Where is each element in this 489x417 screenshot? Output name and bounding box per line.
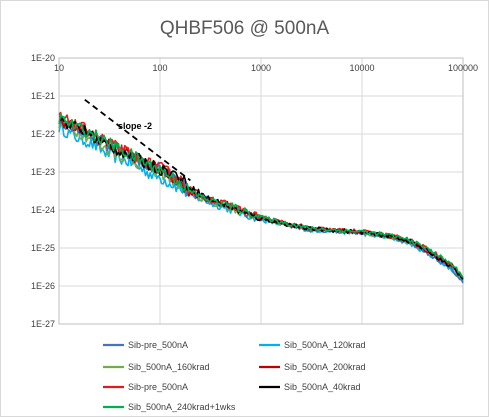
slope-line: [84, 98, 191, 182]
legend-label: Sib_500nA_240krad+1wks: [128, 402, 236, 412]
series-line: [58, 113, 464, 278]
x-tick-label: 10000: [349, 63, 374, 73]
x-tick-label: 1000: [251, 63, 271, 73]
y-tick-label: 1E-24: [31, 205, 55, 215]
y-tick-label: 1E-25: [31, 243, 55, 253]
legend-label: Sib_500nA_160krad: [128, 362, 210, 372]
y-tick-label: 1E-21: [31, 91, 55, 101]
y-tick-label: 1E-26: [31, 281, 55, 291]
legend-label: Sib_500nA_200krad: [284, 362, 366, 372]
y-tick-label: 1E-23: [31, 167, 55, 177]
y-tick-label: 1E-22: [31, 129, 55, 139]
slope-label: slope -2: [118, 121, 152, 131]
y-tick-label: 1E-20: [31, 53, 55, 63]
plot-border: [58, 57, 464, 325]
legend-label: Sib_500nA_40krad: [284, 382, 361, 392]
legend-label: Sib-pre_500nA: [128, 340, 188, 350]
y-tick-label: 1E-27: [31, 319, 55, 329]
legend-label: Sib_500nA_120krad: [284, 340, 366, 350]
chart-title: QHBF506 @ 500nA: [159, 18, 330, 39]
legend-label: Sib-pre_500nA: [128, 382, 188, 392]
x-tick-label: 100: [152, 63, 167, 73]
